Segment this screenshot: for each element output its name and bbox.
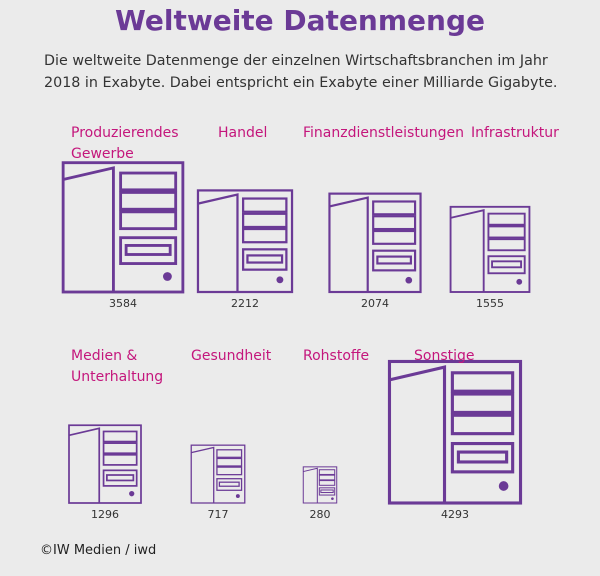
icon-button — [235, 494, 240, 499]
icon-slot — [216, 466, 243, 476]
icon-button — [516, 278, 523, 285]
icon-slot — [318, 469, 336, 475]
server-icon — [449, 205, 531, 293]
icon-drive — [372, 249, 417, 272]
server-icon — [68, 424, 142, 504]
icon-slot — [372, 215, 417, 231]
value-label: 3584 — [109, 297, 137, 310]
category-label: Handel — [218, 125, 268, 141]
server-icon — [387, 359, 523, 505]
icon-button — [405, 276, 413, 284]
icon-slot — [318, 480, 336, 486]
icon-slot — [102, 430, 138, 443]
icon-outline — [449, 205, 531, 293]
icon-slot — [102, 442, 138, 455]
source: ©IW Medien / iwd — [40, 543, 157, 558]
icon-slot — [216, 449, 243, 458]
icon-outline — [387, 359, 523, 505]
icon-drive-slot — [246, 254, 284, 264]
icon-slot — [119, 210, 178, 231]
icon-slot — [372, 200, 417, 216]
icon-drive-slot — [124, 244, 172, 256]
icon-slot — [487, 212, 526, 226]
title: Weltweite Datenmenge — [114, 4, 485, 37]
icon-button — [163, 272, 172, 281]
icon-drive-slot — [218, 481, 240, 487]
icon-slot — [487, 238, 526, 252]
icon-outline — [61, 161, 185, 294]
icon-slot — [241, 212, 288, 229]
icon-drive — [241, 248, 288, 271]
value-label: 1296 — [91, 508, 119, 521]
icon-side — [389, 365, 447, 503]
icon-drive — [216, 478, 243, 491]
category-label: Gesundheit — [191, 348, 272, 364]
icon-button — [498, 481, 509, 491]
icon-side — [450, 209, 485, 292]
value-label: 2074 — [361, 297, 389, 310]
icon-button — [276, 276, 284, 284]
server-icon — [302, 466, 338, 504]
value-label: 280 — [309, 508, 331, 521]
icon-side — [329, 196, 369, 292]
icon-slot — [119, 191, 178, 211]
icon-drive — [119, 236, 178, 265]
category-label: Produzierendes Gewerbe — [71, 125, 179, 162]
icon-outline — [190, 444, 246, 504]
icon-drive — [102, 469, 138, 487]
icon-side — [68, 427, 101, 503]
category-label: Sonstige — [414, 348, 475, 364]
icon-button — [129, 491, 135, 497]
server-icon — [196, 189, 294, 294]
icon-drive-slot — [320, 489, 334, 494]
icon-drive — [450, 441, 515, 474]
icon-slot — [241, 227, 288, 244]
icon-drive-slot — [106, 474, 135, 482]
icon-side — [191, 446, 215, 503]
icon-drive — [318, 487, 336, 496]
icon-slot — [450, 392, 515, 414]
icon-side — [62, 166, 115, 292]
server-icon — [328, 192, 422, 294]
icon-outline — [328, 192, 422, 294]
icon-drive-slot — [491, 260, 523, 269]
category-label: Rohstoffe — [303, 348, 370, 364]
icon-side — [303, 467, 318, 503]
value-label: 4293 — [441, 508, 469, 521]
icon-drive-slot — [376, 255, 412, 265]
icon-drive — [487, 255, 526, 275]
icon-outline — [68, 424, 142, 504]
icon-outline — [196, 189, 294, 294]
server-icon — [61, 161, 185, 294]
icon-outline — [302, 466, 338, 504]
icon-slot — [102, 453, 138, 466]
icon-slot — [241, 197, 288, 213]
icon-slot — [450, 371, 515, 393]
icon-slot — [216, 457, 243, 467]
category-label: Medien & Unterhaltung — [71, 348, 164, 385]
icon-slot — [318, 474, 336, 481]
category-label: Finanzdienstleistungen — [303, 125, 464, 141]
server-icon — [190, 444, 246, 504]
icon-slot — [119, 171, 178, 192]
value-label: 1555 — [476, 297, 504, 310]
icon-slot — [372, 229, 417, 245]
icon-slot — [487, 225, 526, 239]
subtitle: Die weltweite Datenmenge der einzelnen W… — [44, 53, 558, 91]
category-label: Infrastruktur — [471, 125, 559, 141]
icon-side — [197, 193, 239, 292]
icon-drive-slot — [456, 450, 509, 464]
icon-button — [331, 497, 334, 500]
value-label: 717 — [207, 508, 229, 521]
icon-slot — [450, 413, 515, 436]
value-label: 2212 — [231, 297, 259, 310]
